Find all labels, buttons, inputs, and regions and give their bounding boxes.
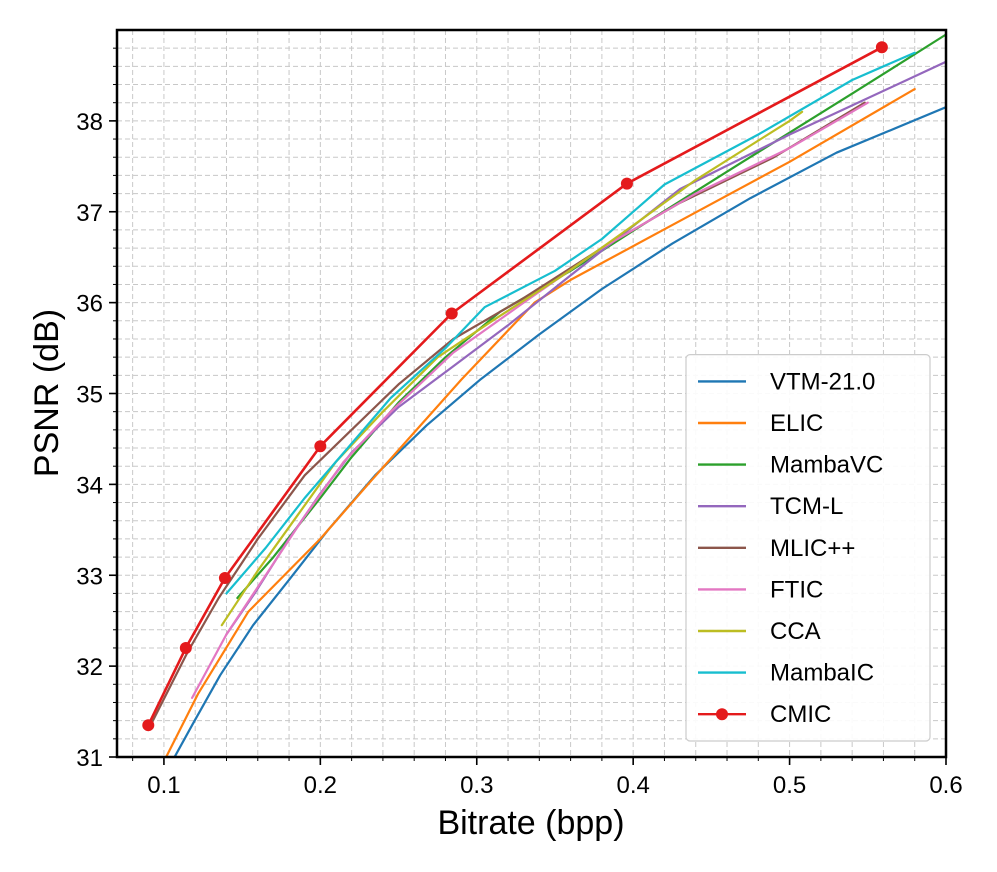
series-point-cmic: [179, 641, 192, 654]
legend: VTM-21.0 ELIC MambaVC TCM-L MLIC++ FTIC CCA Mam…: [685, 354, 931, 742]
y-tick-label: 35: [76, 382, 103, 409]
y-tick-label: 34: [76, 472, 103, 499]
y-axis-label: PSNR (dB): [28, 309, 66, 477]
y-tick-label: 37: [76, 200, 103, 227]
legend-label-ftic: FTIC: [770, 576, 823, 603]
y-tick-label: 38: [76, 109, 103, 136]
axis-ticks: 0.1 0.2 0.3 0.4 0.5 0.6 31 32 33 34 35 36 37 38: [76, 47, 963, 799]
y-tick-label: 33: [76, 563, 103, 590]
series-line-mambaic: [225, 51, 916, 595]
legend-label-mambavc: MambaVC: [770, 452, 883, 479]
legend-label-tcm-l: TCM-L: [770, 493, 843, 520]
legend-label-vtm-21-0: VTM-21.0: [770, 368, 875, 395]
legend-label-elic: ELIC: [770, 410, 823, 437]
series-point-cmic: [875, 41, 888, 54]
y-tick-label: 31: [76, 745, 103, 772]
y-tick-label: 36: [76, 291, 103, 318]
legend-box: [685, 354, 931, 742]
legend-label-mlic: MLIC++: [770, 535, 855, 562]
series-line-elic: [164, 87, 916, 757]
series-point-cmic: [218, 571, 231, 584]
legend-marker-cmic: [716, 708, 728, 721]
legend-label-mambaic: MambaIC: [770, 660, 874, 687]
x-tick-label: 0.2: [304, 772, 337, 799]
series-layer: [142, 33, 946, 757]
x-tick-label: 0.6: [929, 772, 962, 799]
y-tick-label: 32: [76, 654, 103, 681]
series-line-vtm-21-0: [173, 106, 946, 757]
legend-label-cca: CCA: [770, 618, 821, 645]
x-tick-label: 0.4: [616, 772, 649, 799]
legend-label-cmic: CMIC: [770, 701, 831, 728]
series-point-cmic: [142, 719, 155, 732]
series-point-cmic: [445, 307, 458, 320]
series-line-cca: [220, 110, 804, 627]
x-tick-label: 0.5: [773, 772, 806, 799]
x-tick-label: 0.3: [460, 772, 493, 799]
x-tick-label: 0.1: [147, 772, 180, 799]
series-line-ftic: [191, 101, 869, 700]
series-point-cmic: [314, 440, 327, 453]
x-axis-label: Bitrate (bpp): [437, 804, 624, 842]
series-point-cmic: [620, 177, 633, 190]
